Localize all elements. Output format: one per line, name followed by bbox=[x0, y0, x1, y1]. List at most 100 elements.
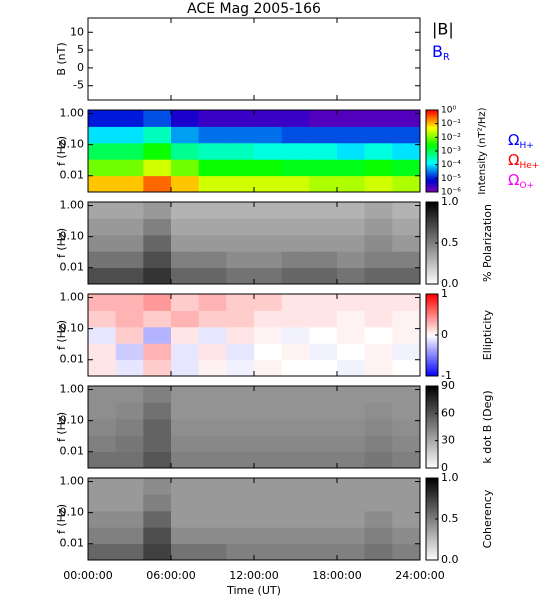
colorbar-slice bbox=[426, 259, 438, 262]
colorbar-slice bbox=[426, 494, 438, 497]
spectrogram-cell bbox=[337, 478, 366, 495]
spectrogram-cell bbox=[226, 435, 255, 453]
colorbar-slice bbox=[426, 480, 438, 483]
spectrogram-cell bbox=[254, 510, 283, 528]
spectrogram-cell bbox=[198, 126, 227, 144]
spectrogram-cell bbox=[226, 159, 255, 177]
spectrogram-cell bbox=[392, 175, 420, 192]
y-axis-label: f (Hz) bbox=[55, 412, 68, 442]
colorbar-slice bbox=[426, 373, 438, 377]
spectrogram-cell bbox=[364, 386, 393, 403]
spectrogram-cell bbox=[337, 310, 366, 328]
colorbar-slice bbox=[426, 490, 438, 493]
colorbar-slice bbox=[426, 277, 438, 281]
colorbar-slice bbox=[426, 142, 438, 146]
spectrogram-cell bbox=[88, 175, 117, 192]
colorbar-slice bbox=[426, 114, 438, 117]
spectrogram-cell bbox=[198, 359, 227, 376]
colorbar-slice bbox=[426, 353, 438, 356]
spectrogram-cell bbox=[254, 159, 283, 177]
colorbar-tick-label: 0.5 bbox=[441, 236, 459, 249]
chart-title: ACE Mag 2005-166 bbox=[187, 1, 321, 17]
spectrogram-cell bbox=[309, 159, 338, 177]
spectrogram-cell bbox=[337, 159, 366, 177]
spectrogram-cell bbox=[143, 326, 172, 344]
spectrogram-cell bbox=[115, 218, 144, 236]
colorbar-slice bbox=[426, 498, 438, 502]
spectrogram-cell bbox=[115, 175, 144, 192]
colorbar-slice bbox=[426, 210, 438, 213]
spectrogram-cell bbox=[198, 386, 227, 403]
spectrogram-cell bbox=[309, 418, 338, 436]
spectrogram-cell bbox=[254, 294, 283, 311]
spectrogram-cell bbox=[198, 267, 227, 284]
colorbar-slice bbox=[426, 240, 438, 244]
colorbar-slice bbox=[426, 212, 438, 215]
y-tick-label: 10 bbox=[70, 25, 84, 38]
colorbar-slice bbox=[426, 543, 438, 547]
spectrogram-cell bbox=[88, 478, 117, 495]
spectrogram-cell bbox=[392, 326, 420, 344]
colorbar-slice bbox=[426, 465, 438, 469]
spectrogram-cell bbox=[254, 310, 283, 328]
spectrogram-cell bbox=[281, 202, 310, 219]
colorbar-slice bbox=[426, 132, 438, 136]
spectrogram-cell bbox=[226, 234, 255, 252]
spectrogram-cell bbox=[337, 202, 366, 219]
spectrogram-cell bbox=[115, 478, 144, 495]
colorbar-label: % Polarization bbox=[481, 204, 494, 282]
spectrogram-cell bbox=[88, 202, 117, 219]
colorbar-slice bbox=[426, 410, 438, 414]
spectrogram-cell bbox=[115, 435, 144, 453]
spectrogram-cell bbox=[171, 175, 200, 192]
spectrogram-cell bbox=[309, 175, 338, 192]
spectrogram-cell bbox=[337, 418, 366, 436]
spectrogram-cell bbox=[143, 267, 172, 284]
spectrogram-cell bbox=[88, 251, 117, 269]
colorbar-label: Ellipticity bbox=[481, 309, 494, 360]
colorbar-slice bbox=[426, 165, 438, 168]
spectrogram-cell bbox=[171, 251, 200, 269]
spectrogram-cell bbox=[281, 451, 310, 468]
spectrogram-cell bbox=[309, 451, 338, 468]
spectrogram-cell bbox=[115, 142, 144, 160]
colorbar-slice bbox=[426, 322, 438, 326]
spectrogram-cell bbox=[115, 110, 144, 127]
spectrogram-cell bbox=[281, 343, 310, 361]
colorbar-slice bbox=[426, 512, 438, 516]
colorbar-slice bbox=[426, 173, 438, 177]
colorbar-slice bbox=[426, 185, 438, 189]
spectrogram-cell bbox=[281, 110, 310, 127]
spectrogram-cell bbox=[143, 386, 172, 403]
spectrogram-cell bbox=[143, 175, 172, 192]
y-tick-label: 0.10 bbox=[60, 506, 85, 519]
spectrogram-cell bbox=[171, 478, 200, 495]
spectrogram-cell bbox=[364, 294, 393, 311]
spectrogram-cell bbox=[143, 159, 172, 177]
spectrogram-cell bbox=[226, 110, 255, 127]
colorbar-slice bbox=[426, 318, 438, 322]
colorbar-slice bbox=[426, 312, 438, 315]
spectrogram-cell bbox=[226, 251, 255, 269]
colorbar-tick-label: 0 bbox=[441, 328, 448, 341]
spectrogram-cell bbox=[364, 451, 393, 468]
colorbar-slice bbox=[426, 316, 438, 320]
colorbar-slice bbox=[426, 390, 438, 393]
spectrogram-cell bbox=[281, 251, 310, 269]
spectrogram-cell bbox=[88, 267, 117, 284]
colorbar-tick-label: 10⁻⁴ bbox=[441, 160, 461, 170]
colorbar-slice bbox=[426, 157, 438, 160]
colorbar-slice bbox=[426, 500, 438, 504]
colorbar-frame bbox=[425, 385, 439, 469]
x-tick-label: 24:00:00 bbox=[395, 569, 444, 582]
spectrogram-cell bbox=[364, 418, 393, 436]
spectrogram-cell bbox=[254, 478, 283, 495]
spectrogram-cell bbox=[226, 294, 255, 311]
y-tick-label: 0.01 bbox=[60, 445, 85, 458]
colorbar-slice bbox=[426, 126, 438, 129]
spectrogram-cell bbox=[392, 142, 420, 160]
colorbar-slice bbox=[426, 394, 438, 397]
colorbar-slice bbox=[426, 269, 438, 273]
colorbar-slice bbox=[426, 396, 438, 399]
panel: 10⁰ 10⁻¹ 10⁻² 10⁻³ 10⁻⁴ 10⁻⁵ 10⁻⁶ Intensity (nT… bbox=[55, 106, 539, 198]
